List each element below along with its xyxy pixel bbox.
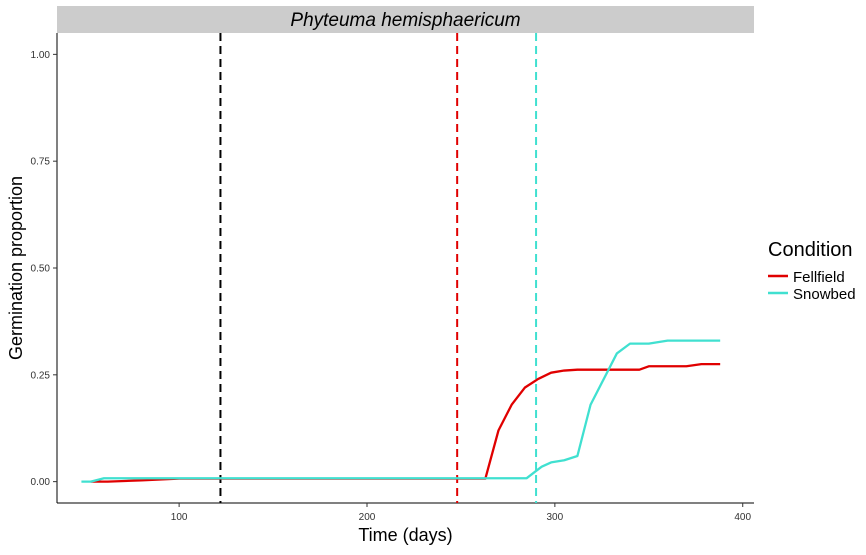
series-line-fellfield bbox=[90, 362, 721, 483]
series-line-snowbed bbox=[81, 339, 721, 483]
x-tick-label: 400 bbox=[734, 512, 751, 523]
y-tick-label: 1.00 bbox=[31, 50, 51, 61]
y-tick-label: 0.25 bbox=[31, 370, 51, 381]
x-tick-label: 200 bbox=[359, 512, 376, 523]
chart-title: Phyteuma hemisphaericum bbox=[290, 10, 520, 31]
x-axis-title: Time (days) bbox=[358, 525, 452, 545]
reference-lines bbox=[219, 33, 538, 503]
x-tick-label: 100 bbox=[171, 512, 188, 523]
x-tick-label: 300 bbox=[547, 512, 564, 523]
y-tick-label: 0.50 bbox=[31, 264, 51, 275]
legend-label-fellfield: Fellfield bbox=[793, 269, 845, 286]
y-tick-label: 0.75 bbox=[31, 157, 51, 168]
y-axis-title: Germination proportion bbox=[6, 176, 26, 360]
axis-ticks: 100 200 300 400 0.00 0.25 0.50 0.75 1.00 bbox=[31, 50, 752, 523]
y-tick-label: 0.00 bbox=[31, 477, 51, 488]
legend-label-snowbed: Snowbed bbox=[793, 286, 856, 303]
facet-strip bbox=[57, 6, 754, 33]
series-lines bbox=[81, 339, 721, 483]
legend-title: Condition bbox=[768, 239, 853, 261]
legend: Condition Fellfield Snowbed bbox=[768, 239, 856, 303]
